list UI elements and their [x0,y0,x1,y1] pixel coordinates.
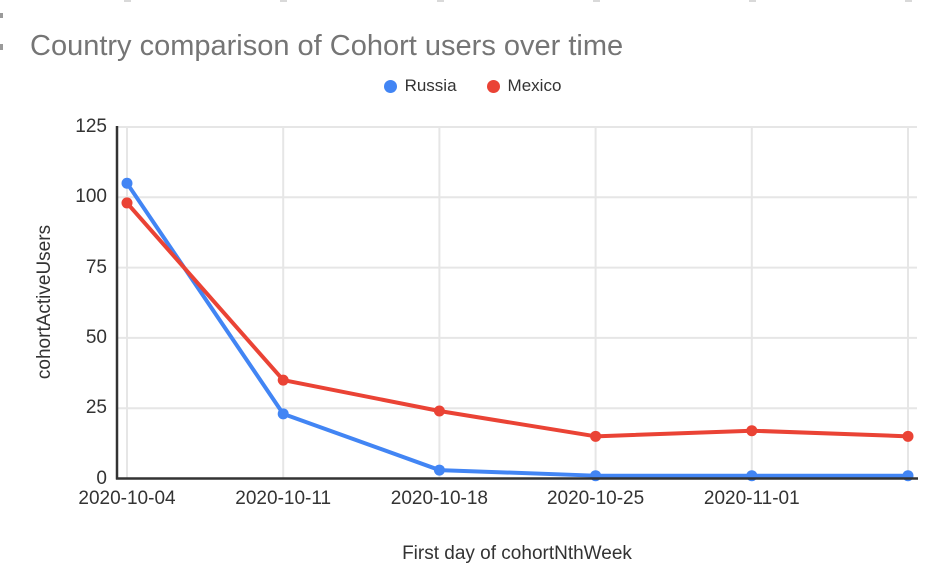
crop-artifact [0,44,3,50]
x-tick-label: 2020-10-04 [78,488,176,509]
crop-artifact [749,0,756,2]
legend: Russia Mexico [0,76,945,96]
legend-item-russia: Russia [383,76,457,96]
legend-label-mexico: Mexico [507,76,562,95]
crop-artifact [0,13,3,18]
crop-artifact [593,0,600,2]
x-tick-label: 2020-10-11 [235,488,332,509]
x-tick-label: 2020-10-25 [546,488,645,509]
y-tick-label: 25 [85,397,107,419]
y-tick-label: 100 [75,186,107,208]
legend-item-mexico: Mexico [486,76,562,96]
crop-artifact [905,0,912,2]
y-tick-label: 75 [85,256,107,278]
mexico-series-circle-icon [486,79,500,93]
x-tick-label: 2020-11-01 [703,488,800,509]
russia-series-circle-icon [383,79,397,93]
crop-artifact [437,0,444,2]
x-tick-label: 2020-10-18 [390,488,488,509]
crop-artifact [124,0,131,2]
y-tick-label: 50 [85,326,107,348]
y-tick-label: 125 [75,116,107,137]
x-axis-title: First day of cohortNthWeek [402,543,632,564]
chart-title: Country comparison of Cohort users over … [30,30,624,62]
y-tick-label: 0 [96,467,107,489]
legend-label-russia: Russia [404,76,457,95]
crop-artifact [280,0,287,2]
